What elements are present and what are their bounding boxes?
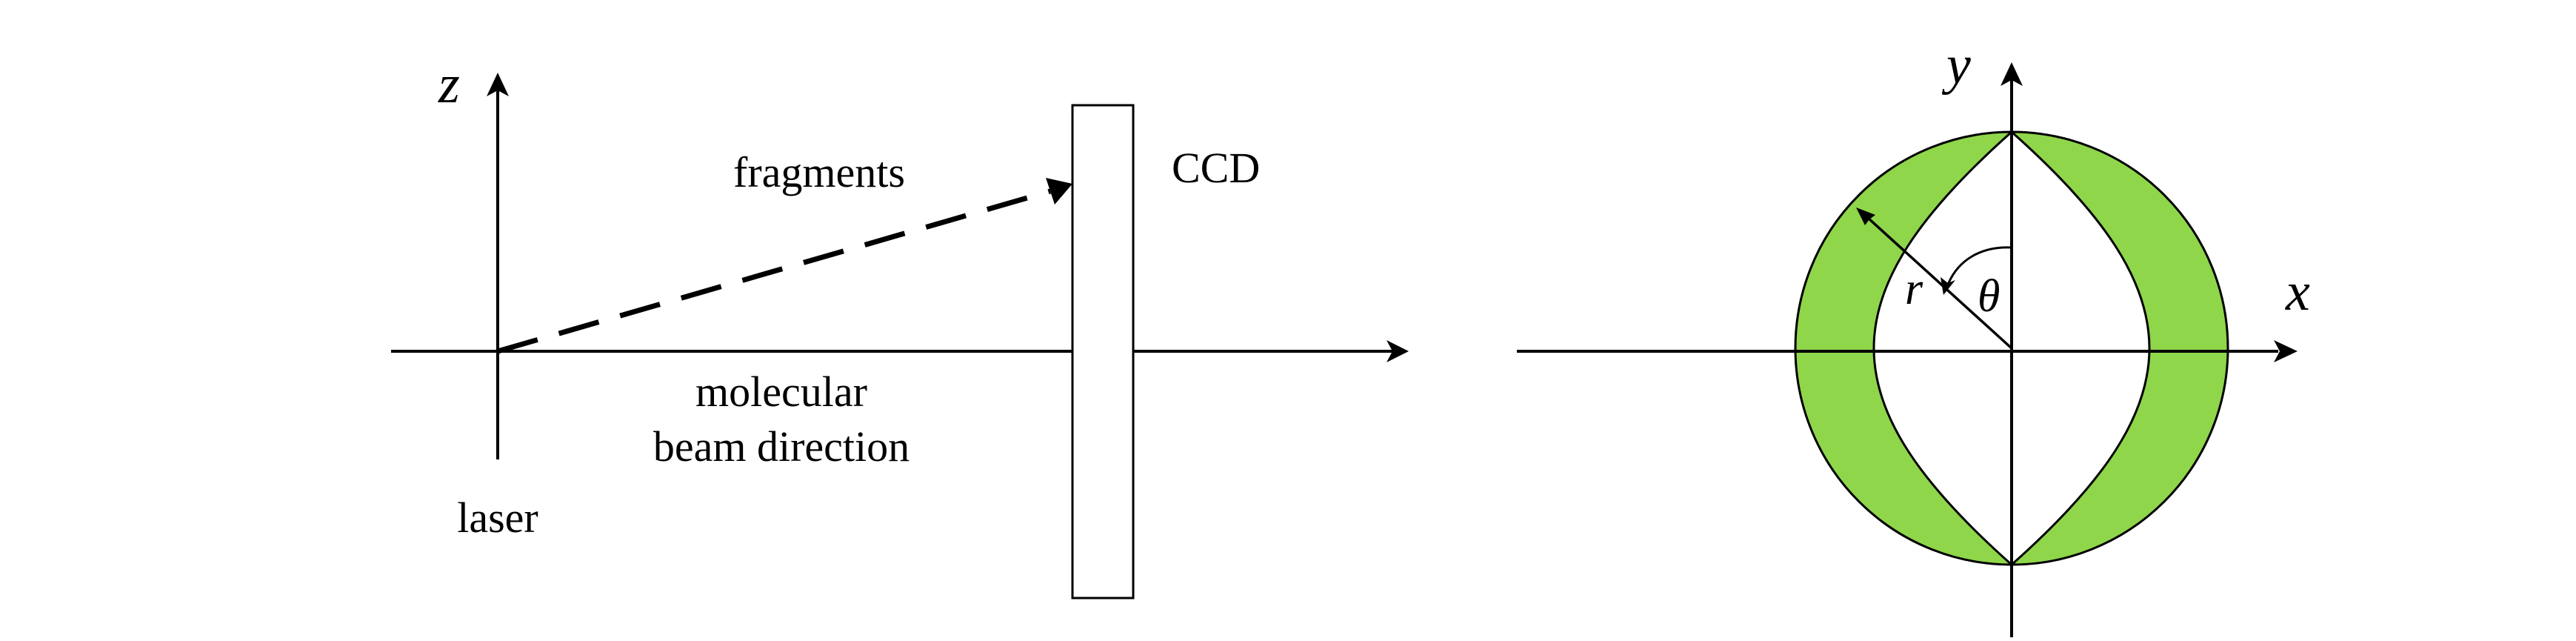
beam-label-line1: molecular [695,368,867,416]
laser-label: laser [457,494,538,542]
image-plane-panel: y x r θ [1517,35,2310,637]
ccd-detector [1072,105,1133,598]
y-axis-label: y [1941,35,1971,96]
radius-label: r [1905,264,1923,314]
beam-label-line2: beam direction [653,422,910,471]
angle-theta-label: θ [1978,271,2000,322]
fragments-label: fragments [733,148,905,196]
experimental-setup-panel: z fragments CCD molecular beam direction… [391,54,1409,598]
x-axis-label: x [2285,262,2310,322]
fragments-trajectory-dashed-line [498,191,1050,351]
z-axis-label: z [438,54,460,115]
ccd-label: CCD [1172,144,1260,192]
